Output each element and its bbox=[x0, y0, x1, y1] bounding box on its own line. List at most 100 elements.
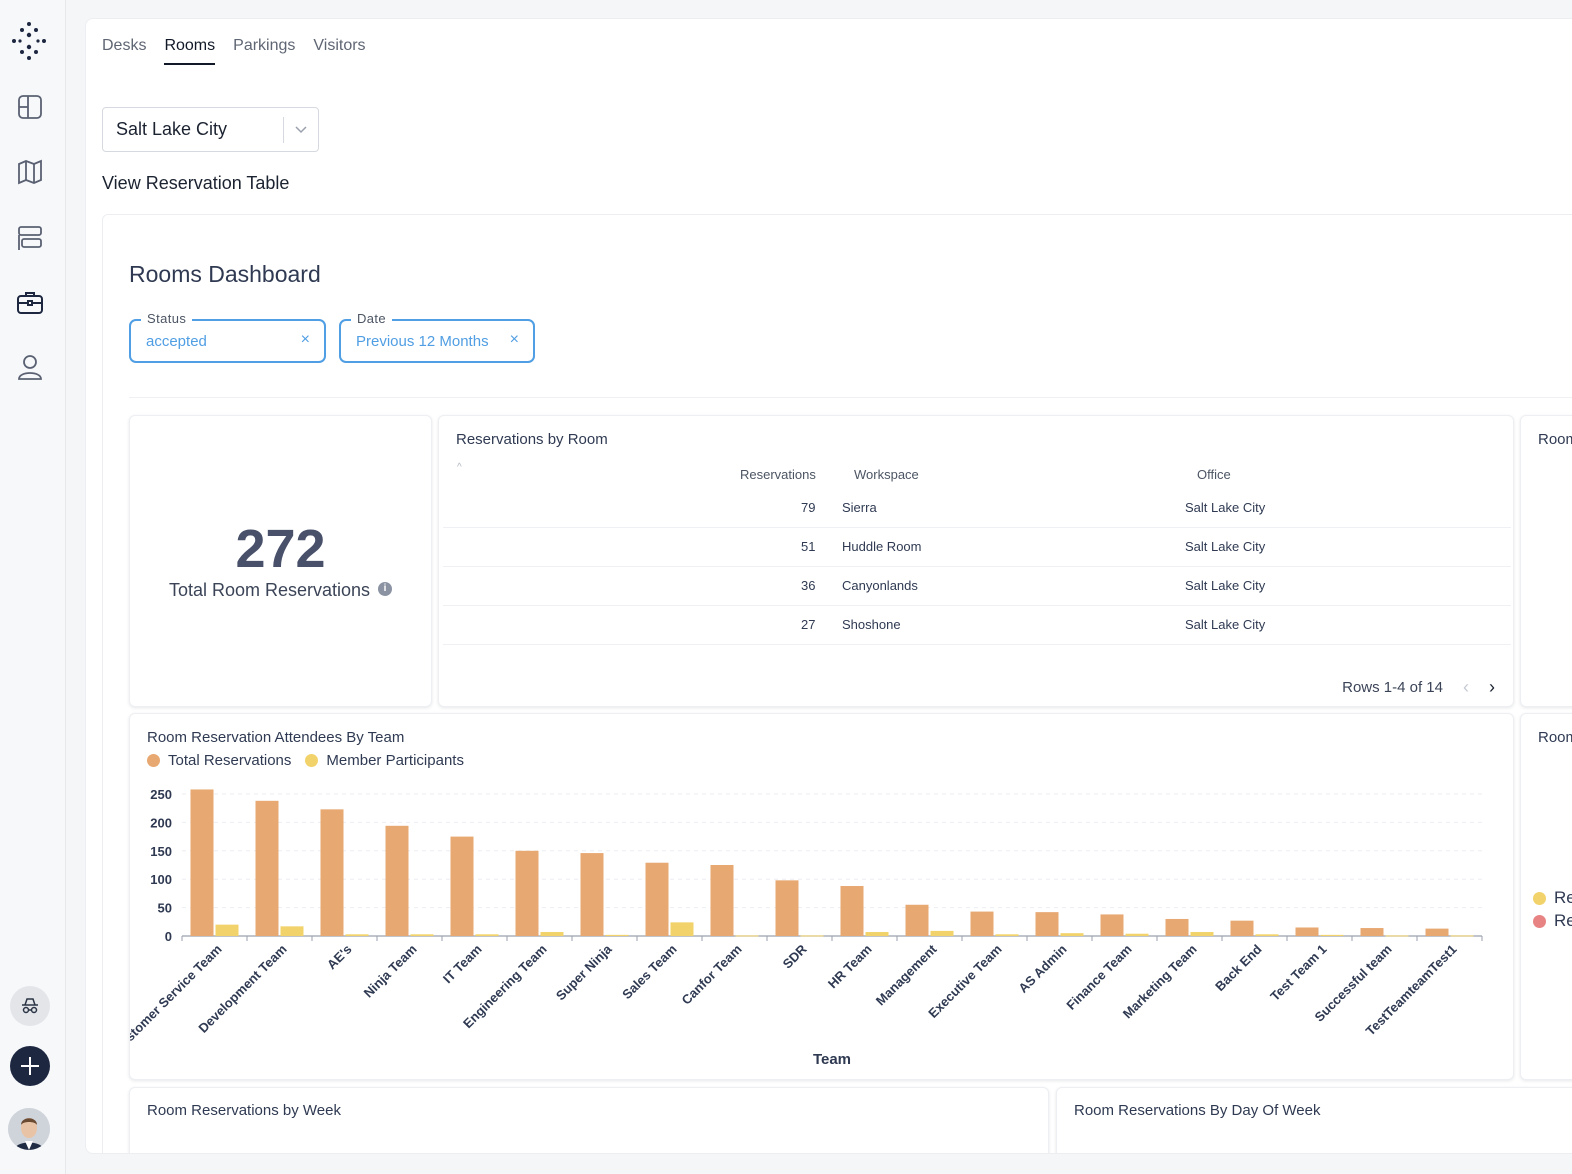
x-tick-label: SDR bbox=[780, 941, 810, 971]
legend-item[interactable]: Total Reservations bbox=[147, 752, 291, 769]
reservations-table-card: Reservations by Room ^ Reservations Work… bbox=[438, 415, 1514, 707]
weekly-card: Room Reservations by Week bbox=[129, 1087, 1049, 1153]
layout-icon[interactable] bbox=[15, 222, 45, 252]
x-tick-label: AE's bbox=[324, 942, 355, 973]
status-filter-label: Status bbox=[141, 311, 193, 326]
date-filter[interactable]: Date Previous 12 Months × bbox=[339, 311, 535, 363]
view-reservation-table-link[interactable]: View Reservation Table bbox=[102, 173, 290, 193]
cell-workspace: Huddle Room bbox=[842, 539, 922, 554]
bar bbox=[580, 853, 604, 936]
divider bbox=[129, 397, 1572, 398]
bar bbox=[1060, 933, 1084, 936]
x-tick-label: IT Team bbox=[440, 942, 485, 987]
location-select[interactable]: Salt Lake City bbox=[102, 107, 319, 152]
x-tick-label: AS Admin bbox=[1015, 941, 1069, 995]
right-card-mid-title: Room bbox=[1538, 729, 1572, 746]
cell-workspace: Shoshone bbox=[842, 617, 901, 632]
date-filter-value: Previous 12 Months bbox=[356, 333, 489, 350]
chevron-down-icon[interactable] bbox=[284, 125, 318, 134]
status-filter-value: accepted bbox=[146, 333, 207, 350]
dashboard-frame: Rooms Dashboard Status accepted × Date P… bbox=[102, 214, 1572, 1153]
logo-icon[interactable] bbox=[8, 20, 50, 62]
info-icon[interactable]: i bbox=[378, 582, 393, 597]
bar bbox=[1255, 934, 1279, 936]
bar bbox=[1295, 927, 1319, 936]
y-tick-label: 250 bbox=[150, 787, 172, 802]
x-tick-label: Test Team 1 bbox=[1267, 942, 1329, 1004]
status-filter[interactable]: Status accepted × bbox=[129, 311, 326, 363]
user-icon[interactable] bbox=[15, 352, 45, 382]
right-legend-item: Re bbox=[1533, 911, 1572, 931]
incognito-icon[interactable] bbox=[10, 986, 50, 1026]
bar bbox=[645, 862, 669, 936]
bar bbox=[410, 934, 434, 936]
y-tick-label: 50 bbox=[158, 901, 172, 916]
bar bbox=[1425, 928, 1449, 936]
cell-workspace: Canyonlands bbox=[842, 578, 918, 593]
table-row[interactable]: 36 Canyonlands Salt Lake City bbox=[443, 567, 1511, 606]
tab-visitors[interactable]: Visitors bbox=[313, 37, 366, 54]
bar bbox=[995, 934, 1019, 936]
map-icon[interactable] bbox=[15, 157, 45, 187]
x-tick-label: Back End bbox=[1212, 941, 1265, 994]
tab-parkings[interactable]: Parkings bbox=[233, 37, 296, 54]
cell-reservations: 51 bbox=[801, 539, 816, 554]
col-workspace[interactable]: Workspace bbox=[854, 467, 919, 482]
bar bbox=[735, 935, 759, 937]
col-reservations[interactable]: Reservations bbox=[740, 467, 816, 482]
team-chart-card: Room Reservation Attendees By Team Total… bbox=[129, 713, 1514, 1080]
bar bbox=[1385, 935, 1409, 937]
bar bbox=[385, 825, 409, 936]
select-divider bbox=[283, 116, 284, 143]
table-row[interactable]: 79 Sierra Salt Lake City bbox=[443, 489, 1511, 528]
x-tick-label: Finance Team bbox=[1063, 942, 1134, 1013]
bar bbox=[515, 850, 539, 936]
clear-status-icon[interactable]: × bbox=[300, 331, 310, 348]
next-page-icon[interactable]: › bbox=[1489, 677, 1495, 697]
bar bbox=[1360, 928, 1384, 936]
bar bbox=[540, 932, 564, 936]
tab-desks[interactable]: Desks bbox=[102, 37, 147, 54]
x-tick-label: Ninja Team bbox=[361, 942, 420, 1001]
bar bbox=[905, 904, 929, 936]
right-card-mid: Room Re Re bbox=[1520, 713, 1572, 1080]
bar bbox=[865, 932, 889, 936]
x-axis-title: Team bbox=[813, 1051, 851, 1068]
col-office[interactable]: Office bbox=[1197, 467, 1231, 482]
legend-swatch bbox=[1533, 914, 1546, 928]
chart-title: Room Reservation Attendees By Team bbox=[147, 729, 405, 746]
sort-caret-icon[interactable]: ^ bbox=[457, 462, 462, 473]
bar bbox=[670, 922, 694, 936]
cell-office: Salt Lake City bbox=[1185, 578, 1266, 593]
kpi-label: Total Room Reservations i bbox=[130, 580, 431, 601]
legend-swatch bbox=[1533, 891, 1546, 905]
table-row[interactable]: 51 Huddle Room Salt Lake City bbox=[443, 528, 1511, 567]
main-panel: Desks Rooms Parkings Visitors Salt Lake … bbox=[85, 18, 1572, 1154]
floor-plan-icon[interactable] bbox=[15, 92, 45, 122]
cell-reservations: 36 bbox=[801, 578, 816, 593]
x-tick-label: HR Team bbox=[825, 942, 875, 992]
briefcase-icon[interactable] bbox=[15, 287, 45, 317]
cell-workspace: Sierra bbox=[842, 500, 877, 515]
bar bbox=[255, 800, 279, 936]
bar bbox=[930, 930, 954, 936]
y-tick-label: 200 bbox=[150, 815, 172, 830]
cell-reservations: 79 bbox=[801, 500, 816, 515]
table-row[interactable]: 27 Shoshone Salt Lake City bbox=[443, 606, 1511, 645]
tab-rooms[interactable]: Rooms bbox=[164, 37, 216, 65]
avatar[interactable] bbox=[8, 1108, 50, 1150]
cell-reservations: 27 bbox=[801, 617, 816, 632]
right-card-top-title: Room bbox=[1538, 431, 1572, 448]
clear-date-icon[interactable]: × bbox=[509, 331, 519, 348]
legend-swatch bbox=[147, 754, 160, 767]
x-tick-label: Management bbox=[873, 941, 940, 1008]
bar bbox=[800, 935, 824, 937]
bar bbox=[840, 886, 864, 936]
prev-page-icon[interactable]: ‹ bbox=[1463, 677, 1469, 697]
bar bbox=[1100, 914, 1124, 936]
add-icon[interactable] bbox=[10, 1046, 50, 1086]
cell-office: Salt Lake City bbox=[1185, 617, 1266, 632]
dashboard-title: Rooms Dashboard bbox=[129, 261, 321, 287]
x-tick-label: Canfor Team bbox=[679, 942, 745, 1008]
legend-item[interactable]: Member Participants bbox=[305, 752, 464, 769]
